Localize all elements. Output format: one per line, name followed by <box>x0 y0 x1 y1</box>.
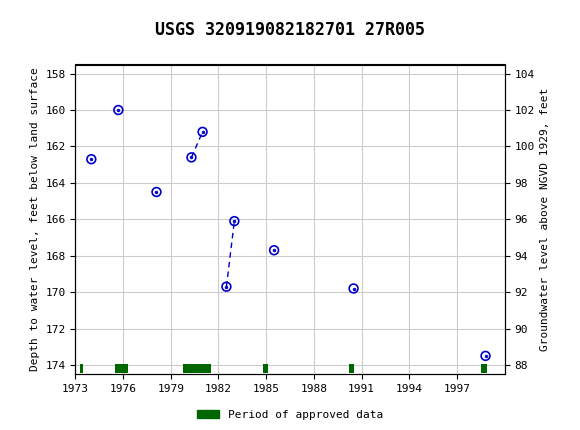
Legend: Period of approved data: Period of approved data <box>193 405 387 424</box>
Point <box>270 247 279 254</box>
Point <box>481 353 490 359</box>
Bar <box>263 364 268 373</box>
Point <box>222 283 231 290</box>
Bar <box>481 364 487 373</box>
Bar <box>115 364 128 373</box>
Point <box>152 188 161 195</box>
Point <box>114 107 123 114</box>
Point <box>349 285 358 292</box>
Bar <box>80 364 84 373</box>
Point <box>270 247 279 254</box>
Point <box>198 129 207 135</box>
Point <box>349 285 358 292</box>
Point <box>152 188 161 195</box>
Bar <box>349 364 354 373</box>
Point <box>481 353 490 359</box>
Y-axis label: Depth to water level, feet below land surface: Depth to water level, feet below land su… <box>30 68 40 371</box>
Point <box>187 154 196 161</box>
Point <box>222 283 231 290</box>
Point <box>86 156 96 163</box>
Point <box>114 107 123 114</box>
Point <box>187 154 196 161</box>
Text: USGS 320919082182701 27R005: USGS 320919082182701 27R005 <box>155 21 425 39</box>
Point <box>198 129 207 135</box>
Bar <box>183 364 211 373</box>
Text: ≡USGS: ≡USGS <box>17 7 72 25</box>
Y-axis label: Groundwater level above NGVD 1929, feet: Groundwater level above NGVD 1929, feet <box>540 88 550 351</box>
Point <box>230 218 239 224</box>
Point <box>230 218 239 224</box>
Point <box>86 156 96 163</box>
